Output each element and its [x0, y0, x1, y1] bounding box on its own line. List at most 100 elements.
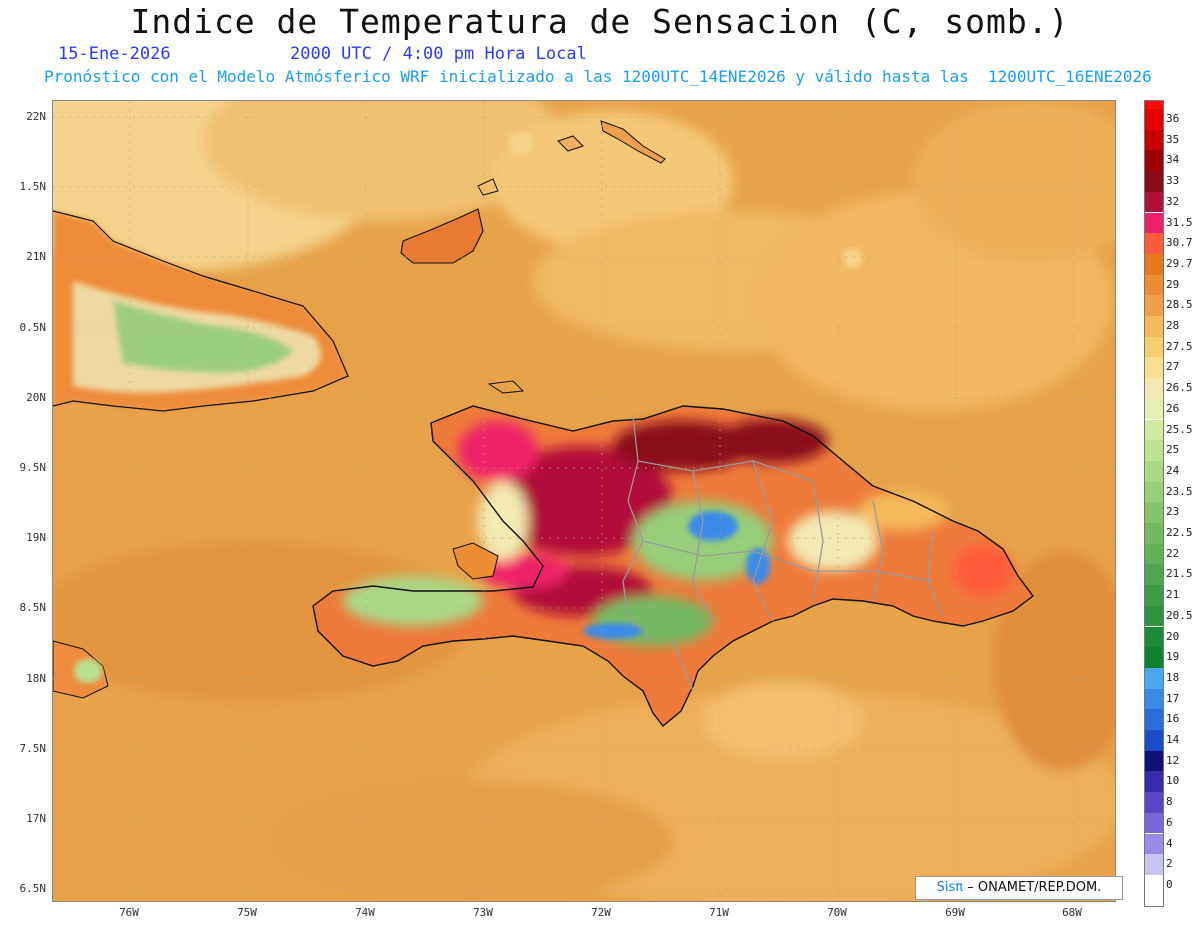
legend-swatch — [1145, 357, 1163, 379]
legend-swatch — [1145, 647, 1163, 668]
legend-label: 26 — [1166, 401, 1180, 415]
legend-label: 20 — [1166, 629, 1180, 643]
legend-swatch — [1145, 295, 1163, 316]
legend-swatch — [1145, 833, 1163, 855]
legend-swatch — [1145, 212, 1163, 234]
legend-label: 36 — [1166, 112, 1180, 125]
legend-label: 0 — [1166, 877, 1173, 891]
legend-swatch — [1145, 316, 1163, 337]
legend-label: 20.5 — [1166, 608, 1193, 622]
legend-swatch — [1145, 874, 1163, 906]
lat-label: 0.5N — [19, 321, 47, 334]
legend-swatch — [1145, 440, 1163, 461]
legend-swatch — [1145, 233, 1163, 254]
legend-label: 29 — [1166, 277, 1180, 291]
legend-label: 23.5 — [1166, 484, 1193, 498]
forecast-date: 15-Ene-2026 — [58, 44, 171, 64]
legend-label: 16 — [1166, 712, 1180, 726]
legend-swatch — [1145, 502, 1163, 523]
lon-label: 70W — [827, 906, 847, 919]
legend-label: 31.5 — [1166, 215, 1193, 229]
legend-swatch — [1145, 543, 1163, 565]
lon-label: 69W — [945, 906, 965, 919]
legend-label: 18 — [1166, 670, 1180, 684]
legend-label: 26.5 — [1166, 381, 1193, 395]
legend-swatch — [1145, 523, 1163, 544]
legend-label: 4 — [1166, 836, 1173, 850]
lon-label: 72W — [591, 906, 611, 919]
legend-swatch — [1145, 191, 1163, 213]
legend-label: 28.5 — [1166, 298, 1193, 312]
legend-swatch — [1145, 398, 1163, 420]
legend-label: 23 — [1166, 505, 1180, 519]
legend-swatch — [1145, 854, 1163, 875]
legend-swatch — [1145, 481, 1163, 503]
legend-label: 30.7 — [1166, 236, 1193, 250]
forecast-time: 2000 UTC / 4:00 pm Hora Local — [290, 44, 587, 64]
lat-label: 20N — [26, 391, 46, 404]
legend-swatch — [1145, 585, 1163, 606]
legend-label: 35 — [1166, 132, 1180, 146]
map-area — [52, 100, 1116, 902]
cuba-landmass — [53, 210, 349, 412]
legend-label: 25 — [1166, 443, 1180, 457]
legend-swatch — [1145, 419, 1163, 441]
legend-swatch — [1145, 378, 1163, 399]
credit-text: – ONAMET/REP.DOM. — [967, 880, 1102, 895]
lon-label: 68W — [1062, 906, 1082, 919]
legend-swatch — [1145, 564, 1163, 586]
legend-label: 24 — [1166, 463, 1180, 477]
legend-label: 32 — [1166, 194, 1180, 208]
hispaniola-landmass — [312, 380, 1034, 728]
lon-label: 71W — [709, 906, 729, 919]
legend-label: 27 — [1166, 360, 1180, 374]
legend-label: 21.5 — [1166, 567, 1193, 581]
lon-label: 73W — [473, 906, 493, 919]
legend-label: 28 — [1166, 319, 1180, 332]
lon-label: 76W — [119, 906, 139, 919]
legend-label: 25.5 — [1166, 422, 1193, 436]
ocean-variation — [53, 101, 1115, 901]
legend-label: 29.7 — [1166, 256, 1193, 270]
legend-swatch — [1145, 150, 1163, 172]
legend-label: 33 — [1166, 174, 1180, 188]
legend-swatch — [1145, 460, 1163, 482]
heat-index-map — [53, 101, 1115, 901]
lat-label: 9.5N — [19, 461, 47, 474]
legend-label: 17 — [1166, 691, 1180, 705]
lat-label: 22N — [26, 110, 46, 123]
legend-label: 12 — [1166, 753, 1180, 767]
legend-label: 34 — [1166, 153, 1180, 167]
lat-label: 1.5N — [19, 180, 47, 193]
legend-swatch — [1145, 336, 1163, 358]
legend-label: 19 — [1166, 650, 1180, 664]
legend-label: 6 — [1166, 815, 1173, 829]
legend-swatch — [1145, 730, 1163, 751]
legend-swatch — [1145, 792, 1163, 813]
legend-label: 14 — [1166, 733, 1180, 746]
legend-label: 21 — [1166, 588, 1180, 602]
lat-label: 21N — [26, 250, 46, 263]
lon-label: 74W — [355, 906, 375, 919]
lat-label: 7.5N — [19, 742, 47, 755]
lat-label: 19N — [26, 531, 46, 544]
legend-swatch — [1145, 274, 1163, 296]
lat-label: 8.5N — [19, 601, 47, 614]
northern-islands — [400, 120, 863, 268]
legend-label: 8 — [1166, 795, 1173, 809]
legend-swatch — [1145, 171, 1163, 192]
jamaica-landmass — [53, 640, 109, 699]
legend-swatch — [1145, 253, 1163, 275]
legend-swatch — [1145, 812, 1163, 834]
lat-label: 18N — [26, 672, 46, 685]
legend-swatch — [1145, 626, 1163, 648]
legend-label: 22.5 — [1166, 526, 1193, 539]
forecast-note: Pronóstico con el Modelo Atmósferico WRF… — [44, 67, 1152, 86]
lon-label: 75W — [237, 906, 257, 919]
lat-label: 17N — [26, 812, 46, 825]
legend-label: 2 — [1166, 857, 1173, 871]
legend-swatch — [1145, 109, 1163, 130]
legend-label: 27.5 — [1166, 339, 1193, 353]
legend-swatch — [1145, 129, 1163, 151]
legend-swatch — [1145, 771, 1163, 793]
